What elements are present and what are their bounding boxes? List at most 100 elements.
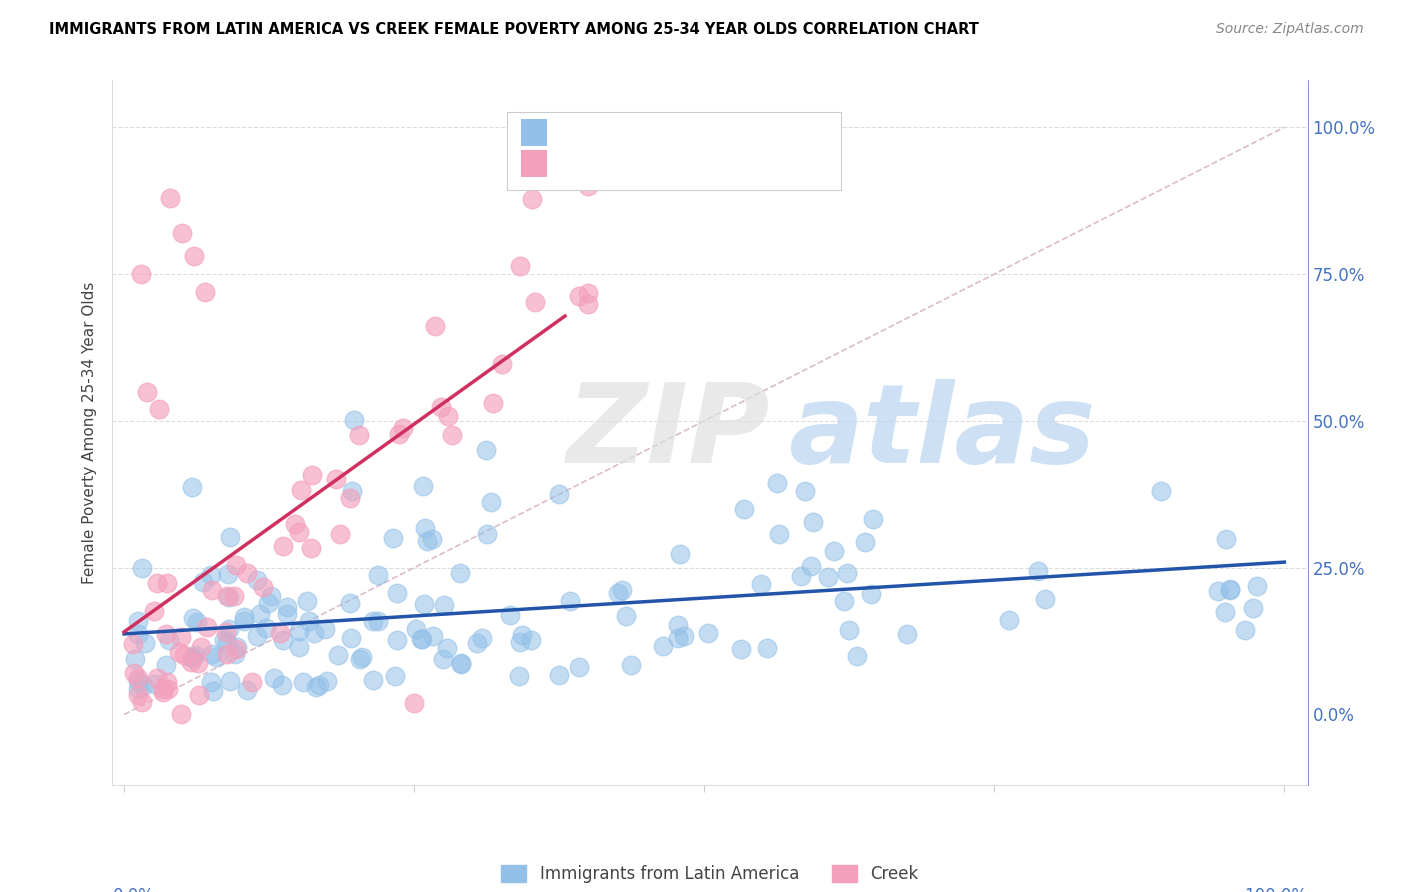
Point: [297, 614, 319, 628]
Point: [652, 639, 675, 653]
Point: [195, 620, 218, 634]
Point: [520, 632, 543, 647]
Text: R =: R =: [561, 125, 599, 143]
Point: [127, 671, 149, 685]
Point: [131, 679, 153, 693]
Point: [998, 613, 1021, 627]
Point: [146, 575, 169, 590]
Point: [340, 483, 363, 498]
Text: 0.0%: 0.0%: [112, 888, 155, 892]
Point: [184, 648, 207, 662]
Point: [121, 636, 143, 650]
Point: [465, 636, 488, 650]
Point: [295, 594, 318, 608]
Point: [181, 650, 204, 665]
Text: 67: 67: [683, 156, 713, 174]
Point: [288, 624, 311, 638]
Point: [1241, 601, 1264, 615]
Point: [325, 473, 347, 487]
Point: [134, 636, 156, 650]
Point: [122, 666, 145, 681]
Point: [249, 607, 271, 621]
Point: [433, 599, 456, 613]
Point: [350, 650, 373, 665]
Bar: [522, 150, 547, 177]
Point: [756, 641, 779, 656]
Point: [127, 674, 149, 689]
Point: [440, 428, 463, 442]
Point: [328, 648, 350, 662]
Point: [200, 674, 222, 689]
Point: [339, 491, 361, 505]
Point: [1206, 583, 1229, 598]
Point: [1215, 605, 1237, 619]
Point: [155, 657, 177, 672]
Point: [159, 191, 181, 205]
Point: [411, 632, 433, 647]
Point: [560, 594, 582, 608]
Point: [288, 640, 311, 654]
Point: [339, 631, 361, 645]
Point: [215, 647, 238, 661]
Point: [143, 604, 166, 618]
Point: [302, 625, 325, 640]
Point: [1150, 483, 1173, 498]
Point: [218, 566, 240, 581]
Point: [169, 630, 191, 644]
Point: [404, 696, 426, 710]
Point: [308, 678, 330, 692]
Point: [405, 622, 427, 636]
Point: [316, 673, 339, 688]
Point: [181, 479, 204, 493]
Point: [794, 484, 817, 499]
Point: [245, 574, 267, 588]
Text: IMMIGRANTS FROM LATIN AMERICA VS CREEK FEMALE POVERTY AMONG 25-34 YEAR OLDS CORR: IMMIGRANTS FROM LATIN AMERICA VS CREEK F…: [49, 22, 979, 37]
Point: [801, 515, 824, 529]
Point: [606, 586, 628, 600]
Point: [416, 534, 439, 549]
Point: [292, 675, 315, 690]
Point: [127, 688, 149, 702]
Point: [157, 632, 180, 647]
Point: [235, 566, 257, 580]
Point: [222, 590, 245, 604]
Point: [547, 668, 569, 682]
Point: [284, 516, 307, 531]
Point: [152, 682, 174, 697]
Point: [225, 558, 247, 572]
Point: [367, 614, 389, 628]
Text: atlas: atlas: [787, 379, 1095, 486]
FancyBboxPatch shape: [508, 112, 842, 189]
Point: [343, 413, 366, 427]
Point: [219, 673, 242, 688]
Point: [499, 608, 522, 623]
Point: [183, 250, 205, 264]
Point: [349, 651, 371, 665]
Point: [666, 632, 689, 646]
Point: [846, 648, 869, 663]
Point: [508, 669, 530, 683]
Point: [224, 648, 246, 662]
Point: [1026, 564, 1049, 578]
Point: [568, 289, 591, 303]
Point: [823, 543, 845, 558]
Point: [576, 179, 599, 194]
Point: [522, 192, 544, 206]
Point: [450, 656, 472, 670]
Point: [749, 577, 772, 591]
Point: [838, 623, 860, 637]
Point: [156, 576, 179, 591]
Point: [430, 400, 453, 414]
Point: [1035, 592, 1057, 607]
Point: [256, 596, 278, 610]
Point: [491, 357, 513, 371]
Text: ZIP: ZIP: [567, 379, 770, 486]
Bar: [522, 119, 547, 145]
Point: [124, 652, 146, 666]
Point: [730, 642, 752, 657]
Point: [672, 629, 695, 643]
Point: [449, 566, 471, 581]
Point: [218, 590, 240, 604]
Point: [201, 684, 224, 698]
Point: [301, 468, 323, 483]
